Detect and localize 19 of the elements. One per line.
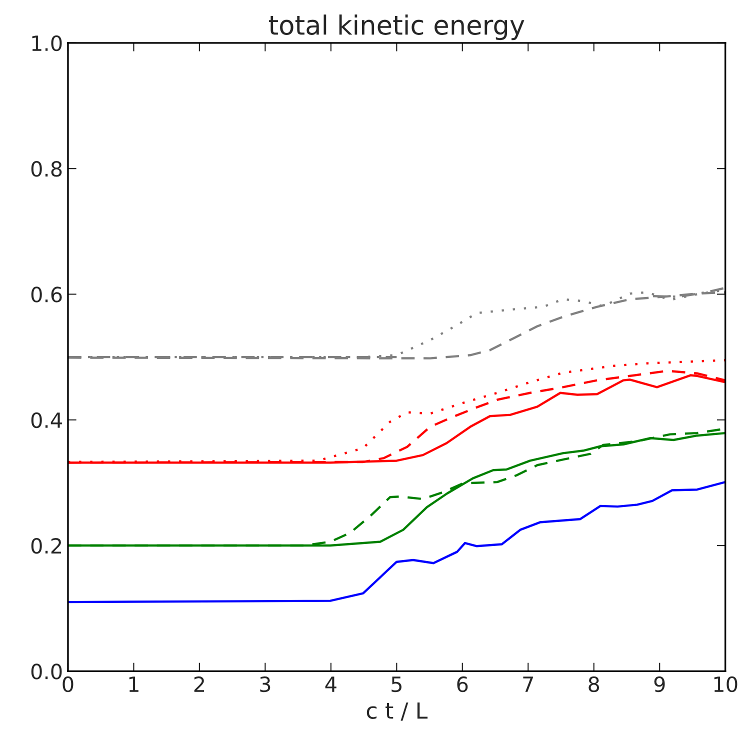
x-axis-title: c t / L bbox=[366, 702, 428, 721]
y-tick-label: 0.6 bbox=[31, 286, 62, 302]
chart-title: total kinetic energy bbox=[268, 14, 524, 40]
x-tick-label: 0 bbox=[62, 676, 74, 692]
x-tick-label: 3 bbox=[260, 676, 270, 692]
y-tick-label: 1.0 bbox=[32, 35, 62, 52]
x-tick-label: 5 bbox=[392, 676, 402, 692]
x-tick-label: 7 bbox=[523, 676, 533, 692]
y-tick-label: 0.0 bbox=[31, 664, 62, 680]
x-tick-label: 9 bbox=[654, 676, 665, 692]
y-tick-label: 0.2 bbox=[31, 538, 62, 554]
x-tick-label: 1 bbox=[129, 676, 138, 692]
x-tick-label: 2 bbox=[194, 676, 204, 692]
y-tick-label: 0.4 bbox=[31, 412, 62, 428]
x-tick-label: 8 bbox=[588, 676, 600, 692]
y-tick-label: 0.8 bbox=[31, 161, 62, 177]
x-tick-label: 10 bbox=[714, 676, 738, 692]
x-tick-label: 6 bbox=[457, 676, 468, 692]
x-tick-label: 4 bbox=[325, 676, 336, 692]
